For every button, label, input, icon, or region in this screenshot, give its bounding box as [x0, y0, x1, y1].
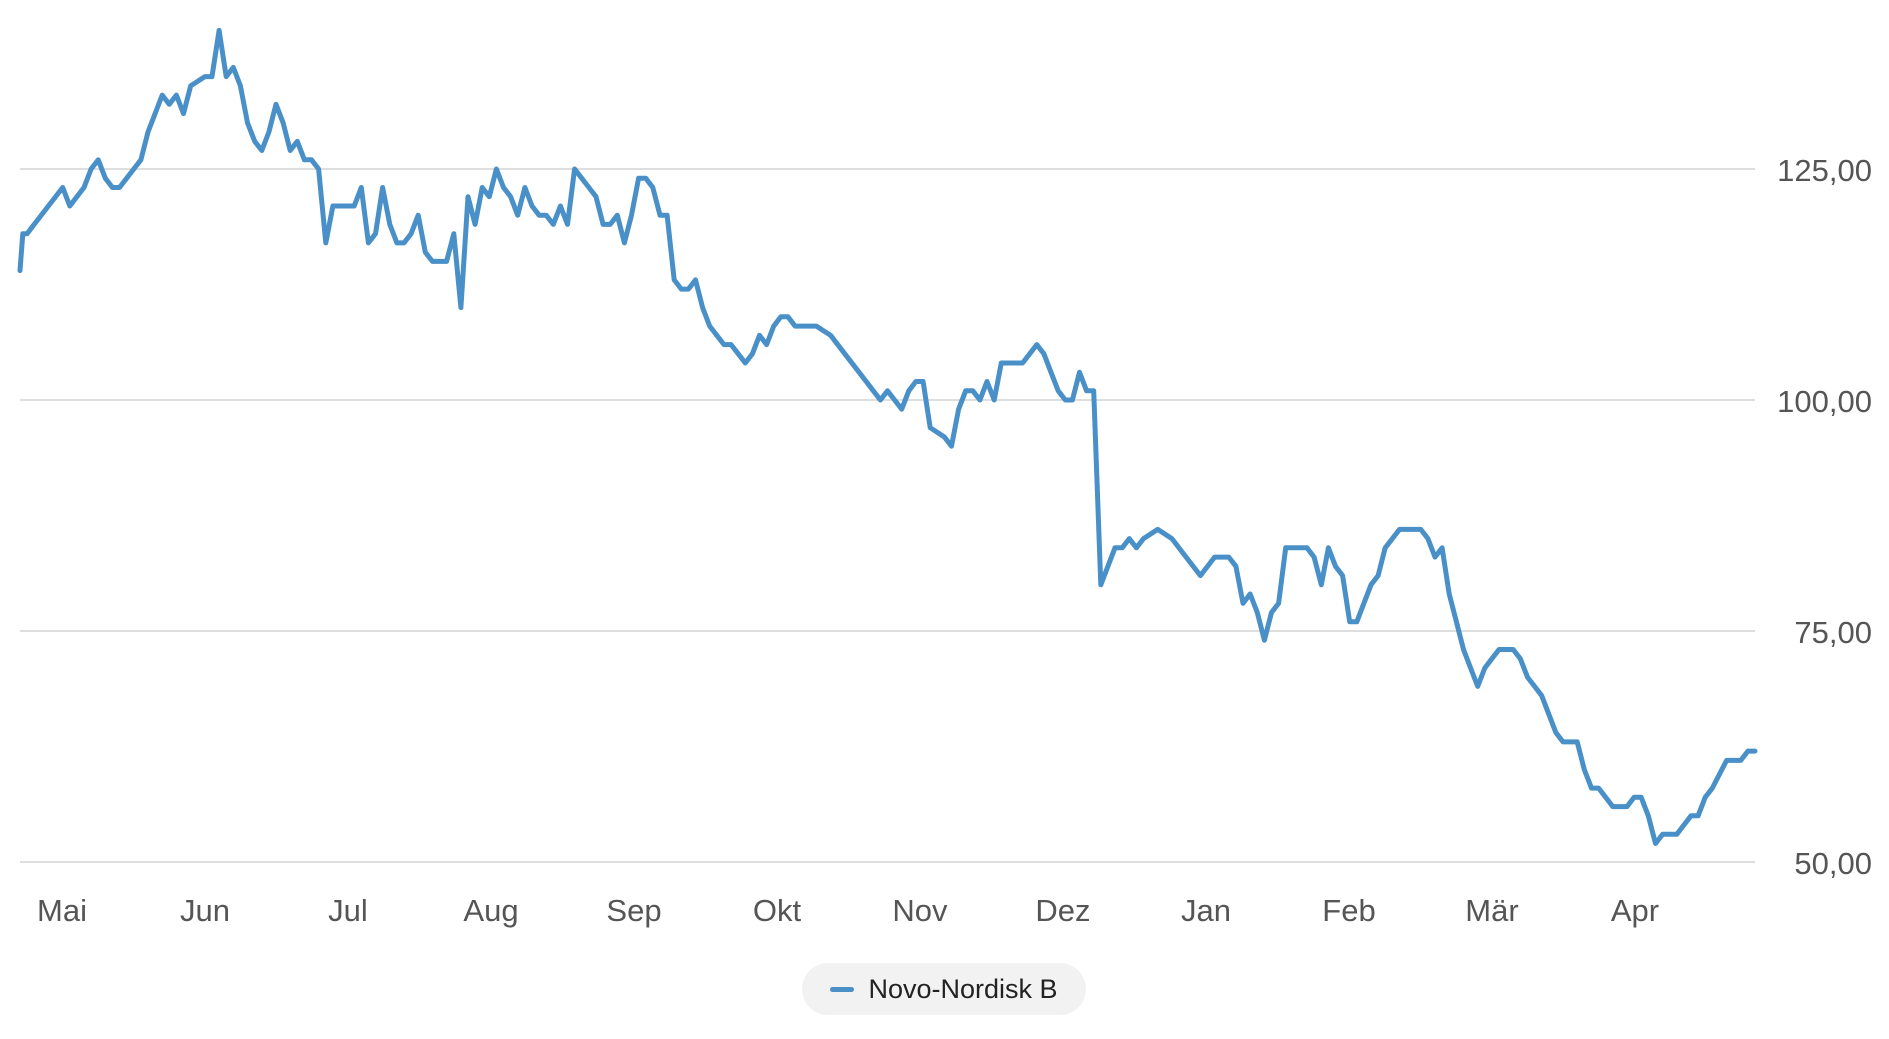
- y-tick-label: 75,00: [1794, 615, 1872, 650]
- y-tick-label: 125,00: [1777, 153, 1872, 188]
- x-tick-label: Mär: [1465, 893, 1518, 928]
- x-tick-label: Feb: [1322, 893, 1375, 928]
- y-tick-label: 50,00: [1794, 846, 1872, 881]
- legend-series-label: Novo-Nordisk B: [868, 973, 1058, 1004]
- x-tick-label: Nov: [892, 893, 948, 928]
- gridlines: [20, 168, 1755, 863]
- series-line-0[interactable]: [17, 27, 1758, 846]
- x-tick-label: Aug: [463, 893, 518, 928]
- x-tick-label: Okt: [753, 893, 802, 928]
- series-layer: [17, 27, 1758, 846]
- x-tick-label: Mai: [37, 893, 87, 928]
- x-axis-month-labels: Mai Jun Jul Aug Sep Okt Nov Dez Jan Feb Mär Apr: [37, 893, 1659, 928]
- x-tick-label: Apr: [1611, 893, 1659, 928]
- x-tick-label: Jan: [1181, 893, 1231, 928]
- legend[interactable]: Novo-Nordisk B: [802, 963, 1086, 1015]
- x-tick-label: Sep: [606, 893, 661, 928]
- x-tick-label: Dez: [1035, 893, 1090, 928]
- legend-line-swatch-icon: [830, 986, 855, 992]
- y-tick-label: 100,00: [1777, 384, 1872, 419]
- x-tick-label: Jun: [180, 893, 230, 928]
- y-axis-tick-labels: 125,00 100,00 75,00 50,00: [1777, 153, 1872, 881]
- x-tick-label: Jul: [328, 893, 368, 928]
